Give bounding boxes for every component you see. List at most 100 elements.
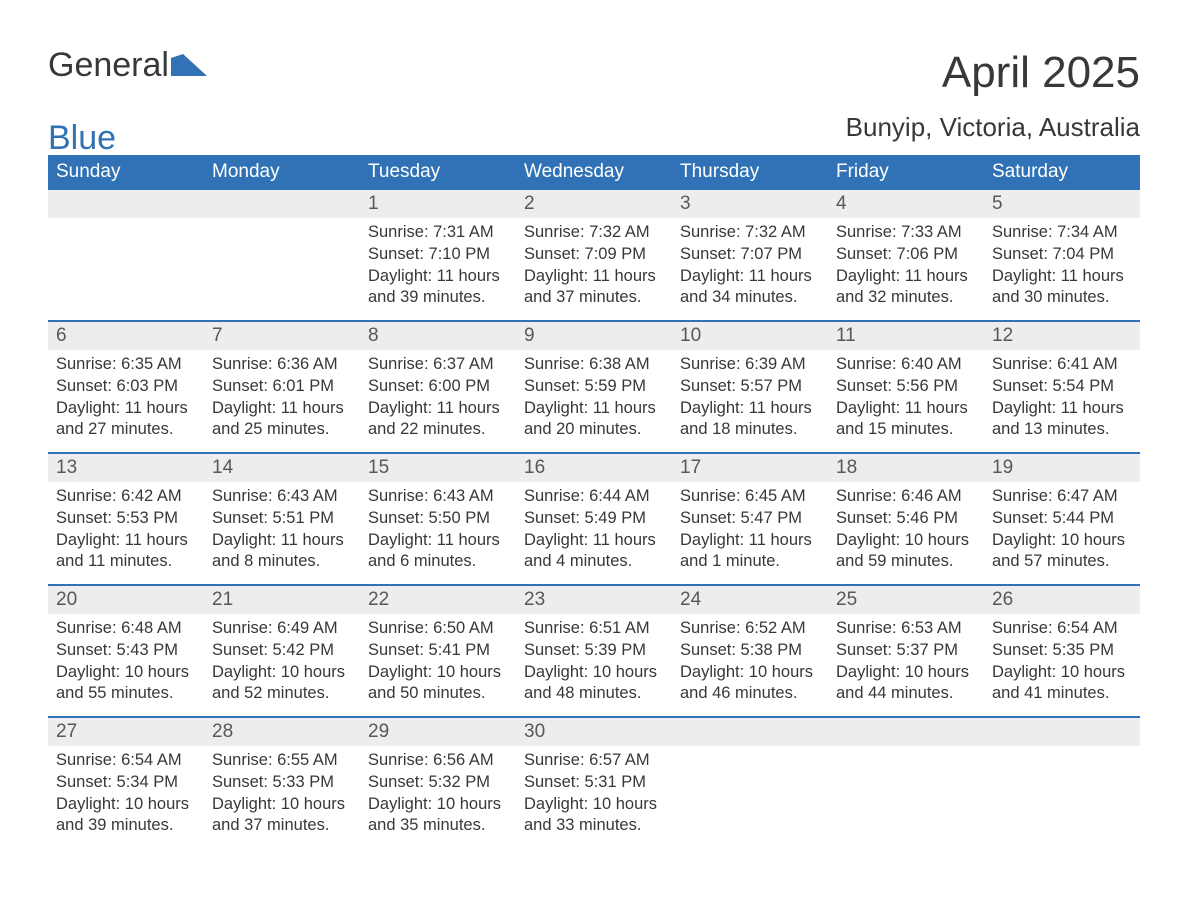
day-details: Sunrise: 6:43 AMSunset: 5:50 PMDaylight:… — [360, 482, 516, 573]
day-detail-line: Sunset: 5:37 PM — [836, 640, 976, 662]
day-cell: 15Sunrise: 6:43 AMSunset: 5:50 PMDayligh… — [360, 454, 516, 584]
day-cell: 6 Sunrise: 6:35 AMSunset: 6:03 PMDaylight… — [48, 322, 204, 452]
day-detail-line: Sunrise: 6:36 AM — [212, 354, 352, 376]
weekday-header: Wednesday — [516, 155, 672, 190]
day-details: Sunrise: 6:39 AMSunset: 5:57 PMDaylight:… — [672, 350, 828, 441]
day-detail-line: and 30 minutes. — [992, 287, 1132, 309]
day-number: 17 — [672, 454, 828, 482]
day-cell: 22Sunrise: 6:50 AMSunset: 5:41 PMDayligh… — [360, 586, 516, 716]
day-number: 11 — [828, 322, 984, 350]
day-details: Sunrise: 6:54 AMSunset: 5:34 PMDaylight:… — [48, 746, 204, 837]
day-cell: 1Sunrise: 7:31 AMSunset: 7:10 PMDaylight… — [360, 190, 516, 320]
day-detail-line: Sunset: 5:44 PM — [992, 508, 1132, 530]
day-number: 26 — [984, 586, 1140, 614]
day-detail-line: Daylight: 11 hours — [56, 398, 196, 420]
day-details: Sunrise: 7:33 AMSunset: 7:06 PMDaylight:… — [828, 218, 984, 309]
day-cell: 7Sunrise: 6:36 AMSunset: 6:01 PMDaylight… — [204, 322, 360, 452]
day-detail-line: Daylight: 10 hours — [368, 794, 508, 816]
day-detail-line: Daylight: 10 hours — [524, 662, 664, 684]
day-detail-line: Sunrise: 6:47 AM — [992, 486, 1132, 508]
day-detail-line: Daylight: 11 hours — [524, 530, 664, 552]
day-details: Sunrise: 6:48 AMSunset: 5:43 PMDaylight:… — [48, 614, 204, 705]
day-details: Sunrise: 6:43 AMSunset: 5:51 PMDaylight:… — [204, 482, 360, 573]
day-detail-line: Sunrise: 6:55 AM — [212, 750, 352, 772]
day-details: Sunrise: 6:55 AMSunset: 5:33 PMDaylight:… — [204, 746, 360, 837]
day-detail-line: Sunset: 5:41 PM — [368, 640, 508, 662]
day-detail-line: Sunrise: 6:41 AM — [992, 354, 1132, 376]
day-cell: 29Sunrise: 6:56 AMSunset: 5:32 PMDayligh… — [360, 718, 516, 848]
day-detail-line: Sunrise: 6:49 AM — [212, 618, 352, 640]
day-cell — [204, 190, 360, 320]
day-detail-line: Sunrise: 6:43 AM — [368, 486, 508, 508]
day-number: 16 — [516, 454, 672, 482]
day-detail-line: Sunset: 5:53 PM — [56, 508, 196, 530]
day-detail-line: and 6 minutes. — [368, 551, 508, 573]
day-detail-line: and 32 minutes. — [836, 287, 976, 309]
day-detail-line: Daylight: 11 hours — [368, 266, 508, 288]
day-number — [204, 190, 360, 218]
day-detail-line: and 50 minutes. — [368, 683, 508, 705]
day-number: 5 — [984, 190, 1140, 218]
brand-logo: General — [48, 48, 207, 82]
day-detail-line: Sunset: 5:46 PM — [836, 508, 976, 530]
day-detail-line: Daylight: 10 hours — [836, 662, 976, 684]
day-detail-line: Daylight: 10 hours — [524, 794, 664, 816]
day-detail-line: Daylight: 11 hours — [680, 266, 820, 288]
day-detail-line: Sunrise: 6:35 AM — [56, 354, 196, 376]
brand-logo-line2: Blue — [48, 121, 116, 155]
day-detail-line: and 8 minutes. — [212, 551, 352, 573]
day-details: Sunrise: 6:41 AMSunset: 5:54 PMDaylight:… — [984, 350, 1140, 441]
day-cell — [48, 190, 204, 320]
day-number: 19 — [984, 454, 1140, 482]
day-detail-line: Daylight: 11 hours — [680, 530, 820, 552]
week-row: 13Sunrise: 6:42 AMSunset: 5:53 PMDayligh… — [48, 452, 1140, 584]
day-details: Sunrise: 6:44 AMSunset: 5:49 PMDaylight:… — [516, 482, 672, 573]
day-detail-line: and 48 minutes. — [524, 683, 664, 705]
weekday-header-row: Sunday Monday Tuesday Wednesday Thursday… — [48, 155, 1140, 190]
day-detail-line: and 20 minutes. — [524, 419, 664, 441]
day-detail-line: and 37 minutes. — [524, 287, 664, 309]
day-details: Sunrise: 6:57 AMSunset: 5:31 PMDaylight:… — [516, 746, 672, 837]
day-cell: 13Sunrise: 6:42 AMSunset: 5:53 PMDayligh… — [48, 454, 204, 584]
day-detail-line: Sunrise: 6:40 AM — [836, 354, 976, 376]
day-detail-line: and 59 minutes. — [836, 551, 976, 573]
day-detail-line: and 35 minutes. — [368, 815, 508, 837]
day-detail-line: Sunset: 5:38 PM — [680, 640, 820, 662]
day-detail-line: Daylight: 11 hours — [524, 398, 664, 420]
day-detail-line: Sunset: 7:09 PM — [524, 244, 664, 266]
day-detail-line: Sunrise: 7:31 AM — [368, 222, 508, 244]
day-detail-line: Daylight: 10 hours — [56, 794, 196, 816]
day-cell: 12Sunrise: 6:41 AMSunset: 5:54 PMDayligh… — [984, 322, 1140, 452]
day-detail-line: Sunset: 5:39 PM — [524, 640, 664, 662]
day-number: 29 — [360, 718, 516, 746]
day-detail-line: Daylight: 10 hours — [212, 794, 352, 816]
week-row: 20Sunrise: 6:48 AMSunset: 5:43 PMDayligh… — [48, 584, 1140, 716]
day-number: 6 — [48, 322, 204, 350]
day-details: Sunrise: 7:32 AMSunset: 7:07 PMDaylight:… — [672, 218, 828, 309]
day-detail-line: Sunset: 7:10 PM — [368, 244, 508, 266]
day-cell: 3Sunrise: 7:32 AMSunset: 7:07 PMDaylight… — [672, 190, 828, 320]
day-detail-line: and 18 minutes. — [680, 419, 820, 441]
day-detail-line: Sunrise: 7:33 AM — [836, 222, 976, 244]
day-cell — [672, 718, 828, 848]
day-details: Sunrise: 6:45 AMSunset: 5:47 PMDaylight:… — [672, 482, 828, 573]
day-number: 14 — [204, 454, 360, 482]
day-cell: 23Sunrise: 6:51 AMSunset: 5:39 PMDayligh… — [516, 586, 672, 716]
day-detail-line: Sunset: 6:03 PM — [56, 376, 196, 398]
day-detail-line: and 15 minutes. — [836, 419, 976, 441]
day-detail-line: and 39 minutes. — [56, 815, 196, 837]
day-number: 1 — [360, 190, 516, 218]
day-detail-line: Sunset: 5:50 PM — [368, 508, 508, 530]
weekday-header: Monday — [204, 155, 360, 190]
day-detail-line: Daylight: 11 hours — [56, 530, 196, 552]
day-detail-line: Daylight: 10 hours — [836, 530, 976, 552]
day-detail-line: Daylight: 10 hours — [992, 662, 1132, 684]
day-number: 3 — [672, 190, 828, 218]
day-detail-line: Sunset: 6:01 PM — [212, 376, 352, 398]
day-detail-line: Daylight: 11 hours — [212, 398, 352, 420]
day-detail-line: Daylight: 10 hours — [992, 530, 1132, 552]
day-detail-line: Daylight: 10 hours — [680, 662, 820, 684]
day-detail-line: Sunset: 5:43 PM — [56, 640, 196, 662]
day-number — [984, 718, 1140, 746]
day-details: Sunrise: 7:31 AMSunset: 7:10 PMDaylight:… — [360, 218, 516, 309]
